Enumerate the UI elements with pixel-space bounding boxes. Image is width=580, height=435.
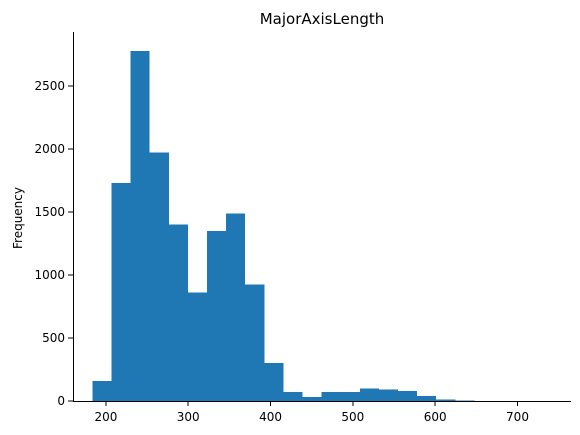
y-tick-label: 0 (57, 394, 65, 408)
x-tick-label: 300 (177, 410, 200, 424)
histogram-bar (397, 390, 418, 401)
x-tick-label: 600 (424, 410, 447, 424)
x-tick-label: 400 (259, 410, 282, 424)
y-tick-label: 2500 (34, 79, 65, 93)
y-tick-label: 1000 (34, 268, 65, 282)
histogram-bar (130, 50, 150, 401)
histogram-bar (417, 395, 437, 401)
histogram-bar (264, 363, 284, 401)
x-tick-label: 200 (94, 410, 117, 424)
y-tick-label: 500 (42, 331, 65, 345)
x-tick-label: 500 (341, 410, 364, 424)
histogram-bar (187, 292, 208, 401)
histogram-bar (168, 224, 188, 401)
histogram-bar (245, 284, 265, 401)
histogram-bar (340, 392, 360, 401)
histogram-bar (207, 230, 227, 401)
histogram-bar (302, 397, 322, 401)
chart-title: MajorAxisLength (260, 10, 385, 28)
histogram-bar (226, 213, 246, 401)
histogram-bars (92, 50, 475, 401)
histogram-bar (359, 388, 379, 401)
y-axis-ticks: 0 500 1000 1500 2000 2500 (34, 79, 73, 408)
histogram-bar (436, 399, 456, 401)
y-tick-label: 2000 (34, 142, 65, 156)
x-tick-label: 700 (506, 410, 529, 424)
y-axis-label: Frequency (11, 187, 25, 249)
histogram-bar (321, 392, 341, 401)
histogram-bar (378, 389, 398, 401)
histogram-bar (455, 400, 475, 401)
x-axis-ticks: 200 300 400 500 600 700 (94, 401, 529, 424)
histogram-bar (92, 380, 112, 401)
histogram-bar (283, 392, 303, 401)
histogram-bar (111, 183, 131, 401)
histogram-bar (149, 152, 169, 401)
y-tick-label: 1500 (34, 205, 65, 219)
